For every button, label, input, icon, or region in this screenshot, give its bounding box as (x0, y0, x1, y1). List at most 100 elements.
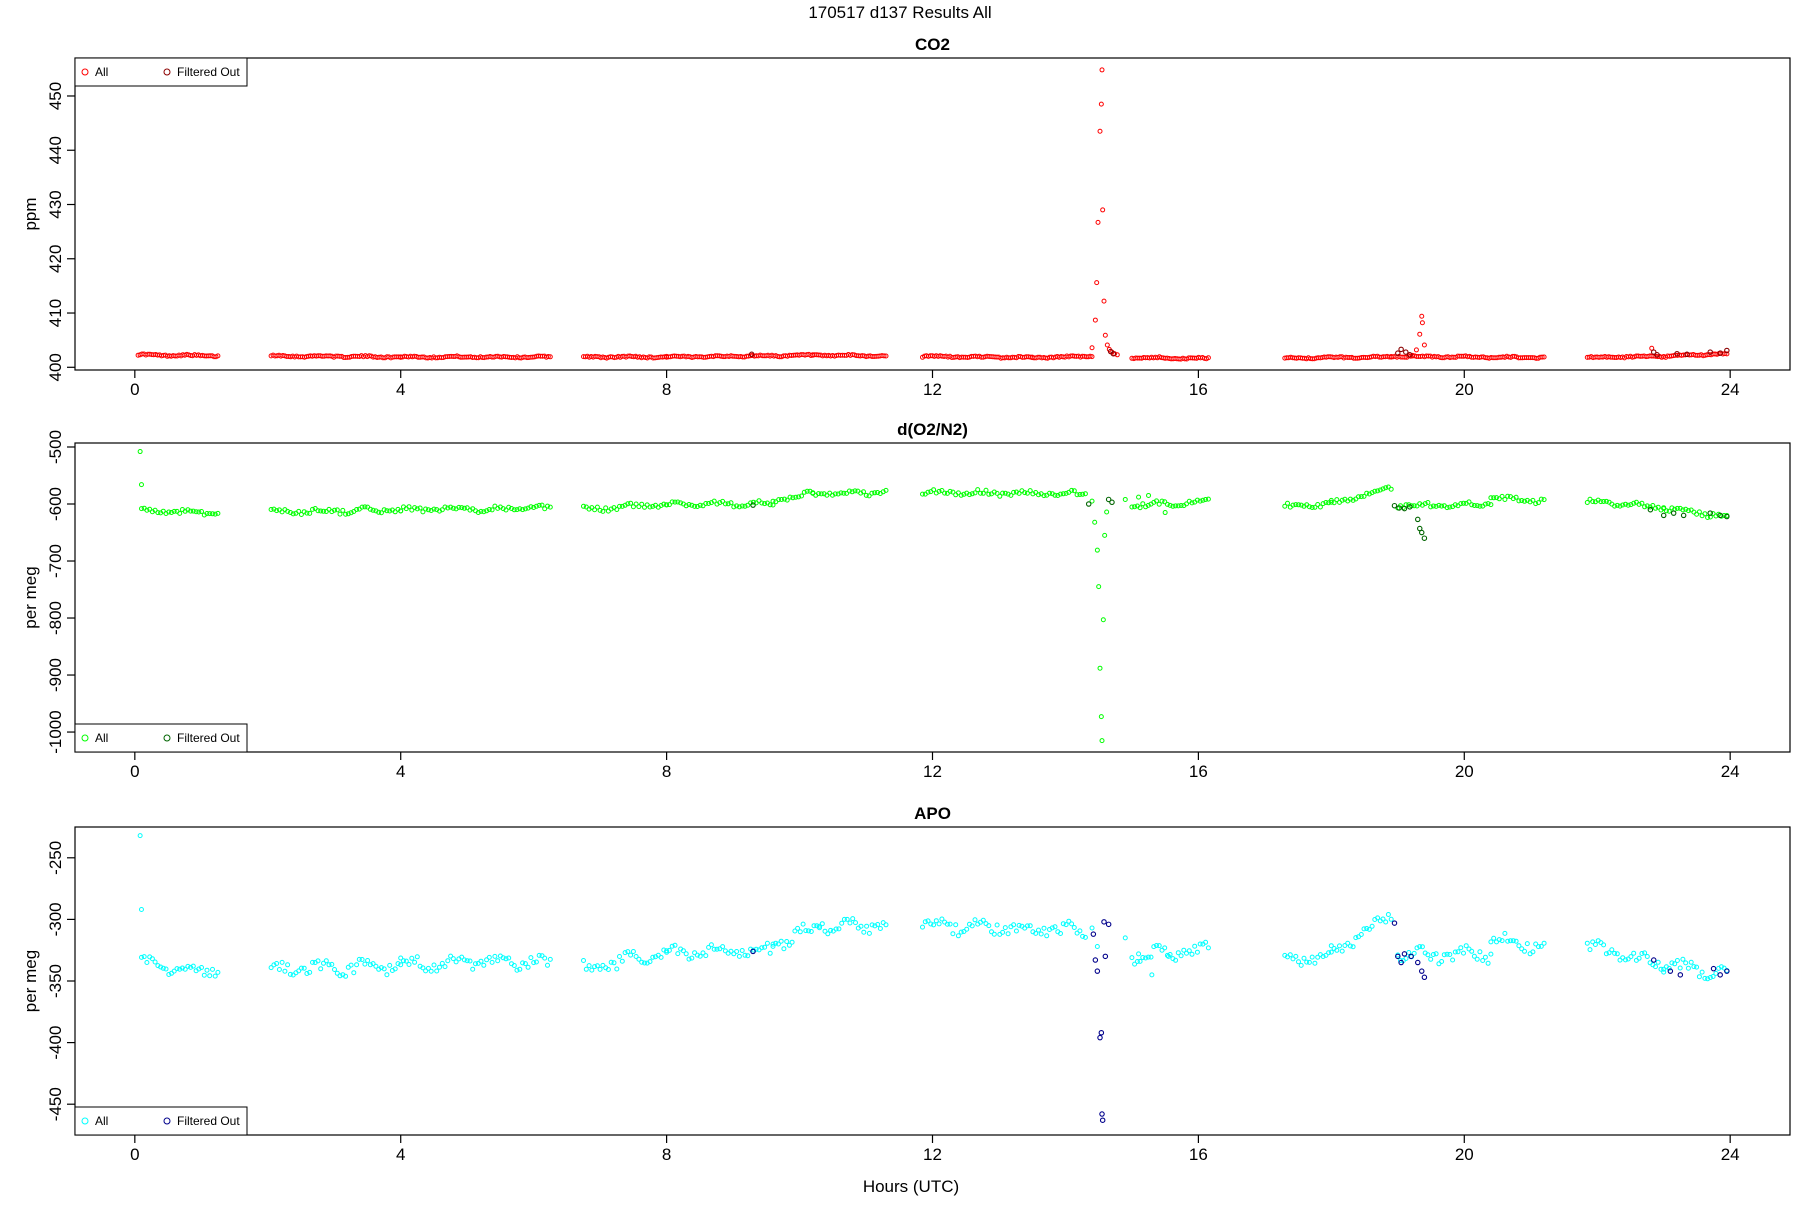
data-point (1104, 342, 1110, 348)
data-point (1122, 935, 1128, 941)
data-point (528, 504, 534, 510)
data-point (215, 510, 221, 516)
data-point (1098, 714, 1104, 720)
data-point (1636, 955, 1642, 961)
data-point (137, 833, 143, 839)
data-point (139, 954, 144, 960)
data-point (533, 959, 539, 965)
data-point (1102, 532, 1108, 538)
data-point (182, 966, 188, 972)
x-tick-label: 8 (662, 380, 671, 399)
data-point (950, 489, 956, 495)
data-point (425, 965, 431, 971)
data-point (1428, 504, 1434, 510)
data-point (1663, 508, 1669, 514)
data-point (583, 966, 589, 972)
data-point (1480, 958, 1486, 963)
data-point (614, 966, 620, 972)
data-point (1672, 961, 1678, 967)
data-point (1036, 927, 1041, 933)
data-point (846, 488, 852, 494)
filtered-point (1670, 510, 1677, 516)
data-point (1011, 922, 1017, 928)
data-point (1538, 496, 1544, 502)
data-point (1655, 504, 1661, 510)
panel-2: d(O2/N2)0 4 8 12 16 20 24-500-600-700-800-900-… (21, 420, 1791, 781)
data-point (1612, 503, 1618, 509)
data-point (1631, 950, 1637, 956)
data-point (1369, 490, 1375, 496)
data-point (1089, 925, 1095, 931)
data-point (1713, 970, 1719, 976)
data-point (450, 505, 456, 511)
y-axis-label: ppm (21, 197, 40, 230)
x-tick-label: 4 (396, 380, 405, 399)
data-point (800, 921, 806, 927)
data-point (337, 973, 343, 979)
data-point (1315, 502, 1321, 507)
data-point (936, 921, 942, 927)
data-point (1184, 501, 1189, 507)
data-point (473, 961, 478, 967)
data-point (459, 954, 465, 960)
data-point (1334, 497, 1340, 503)
data-point (1164, 501, 1170, 507)
plot-frame (74, 57, 1791, 371)
data-point (1505, 493, 1511, 499)
data-point (852, 488, 858, 494)
data-point (1306, 504, 1312, 510)
data-point (1024, 490, 1030, 496)
data-point (348, 510, 354, 516)
filtered-point (1654, 352, 1660, 358)
data-point (1485, 960, 1491, 966)
data-point (1603, 951, 1609, 957)
data-point (1356, 494, 1361, 500)
data-point (586, 963, 592, 969)
data-point (160, 965, 166, 971)
data-point (734, 949, 740, 954)
data-point (547, 504, 553, 510)
data-point (1450, 957, 1456, 963)
data-point (1092, 519, 1098, 525)
data-point (1516, 498, 1522, 504)
legend: All Filtered Out (74, 57, 248, 87)
data-point (332, 967, 337, 972)
data-point (986, 491, 992, 497)
filtered-point (1401, 951, 1408, 957)
x-tick-label: 20 (1455, 1145, 1474, 1164)
data-point (1337, 943, 1342, 949)
data-point (1513, 938, 1519, 944)
data-point (936, 488, 942, 494)
data-point (830, 492, 835, 498)
data-point (1005, 931, 1011, 937)
data-point (1417, 944, 1423, 950)
x-axis: 0 4 8 12 16 20 24 (130, 370, 1740, 399)
data-point (1074, 492, 1080, 498)
data-point (1491, 495, 1497, 501)
data-point (861, 929, 867, 935)
data-point (728, 500, 734, 506)
data-point (647, 504, 653, 510)
data-point (1414, 945, 1420, 951)
data-point (706, 944, 712, 950)
data-point (793, 494, 799, 500)
filtered-point (1094, 968, 1101, 974)
legend-marker-filtered (163, 1117, 171, 1125)
data-point (597, 507, 603, 513)
data-point (706, 501, 712, 506)
data-point (152, 959, 158, 965)
data-point (1636, 501, 1642, 507)
data-point (1471, 503, 1477, 508)
x-tick-label: 0 (130, 380, 139, 399)
data-point (858, 490, 864, 496)
data-point (986, 923, 992, 929)
data-point (828, 927, 834, 933)
y-tick-label: -700 (46, 544, 65, 578)
data-point (1323, 952, 1329, 958)
data-point (853, 920, 858, 926)
y-tick-label: -800 (46, 601, 65, 635)
data-point (484, 508, 490, 514)
data-point (850, 916, 856, 922)
series-filtered-out (750, 496, 1730, 541)
data-point (1425, 952, 1431, 958)
